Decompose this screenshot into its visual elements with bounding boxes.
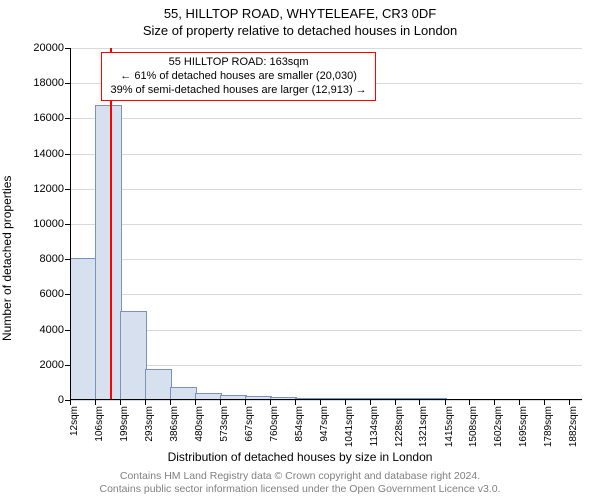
- histogram-bar: [95, 105, 122, 400]
- xtick-mark: [170, 400, 171, 405]
- xtick-label: 106sqm: [94, 406, 105, 442]
- xtick-label: 12sqm: [69, 406, 80, 436]
- xtick-mark: [395, 400, 396, 405]
- gridline: [70, 48, 582, 49]
- xtick-label: 199sqm: [119, 406, 130, 442]
- xtick-mark: [494, 400, 495, 405]
- ytick-label: 18000: [33, 77, 70, 89]
- ytick-label: 0: [58, 394, 70, 406]
- xtick-mark: [145, 400, 146, 405]
- callout-line: ← 61% of detached houses are smaller (20…: [110, 70, 366, 84]
- xtick-mark: [195, 400, 196, 405]
- attribution-line2: Contains public sector information licen…: [0, 483, 600, 496]
- xtick-mark: [345, 400, 346, 405]
- plot-wrap: 0200040006000800010000120001400016000180…: [70, 48, 582, 400]
- xtick-label: 667sqm: [244, 406, 255, 442]
- xtick-label: 1602sqm: [493, 406, 504, 447]
- gridline: [70, 224, 582, 225]
- xtick-mark: [245, 400, 246, 405]
- gridline: [70, 118, 582, 119]
- xtick-mark: [569, 400, 570, 405]
- xtick-mark: [419, 400, 420, 405]
- xtick-mark: [445, 400, 446, 405]
- plot-area: 0200040006000800010000120001400016000180…: [70, 48, 582, 400]
- xtick-mark: [95, 400, 96, 405]
- ytick-label: 10000: [33, 218, 70, 230]
- gridline: [70, 400, 582, 401]
- gridline: [70, 154, 582, 155]
- histogram-bar: [145, 369, 172, 400]
- ytick-label: 8000: [40, 253, 70, 265]
- xtick-mark: [120, 400, 121, 405]
- gridline: [70, 259, 582, 260]
- callout-box: 55 HILLTOP ROAD: 163sqm← 61% of detached…: [101, 52, 375, 101]
- attribution: Contains HM Land Registry data © Crown c…: [0, 470, 600, 496]
- x-axis-line: [70, 399, 582, 400]
- xtick-label: 293sqm: [144, 406, 155, 442]
- xtick-label: 1041sqm: [344, 406, 355, 447]
- ytick-label: 20000: [33, 42, 70, 54]
- xtick-label: 1321sqm: [418, 406, 429, 447]
- xtick-label: 760sqm: [269, 406, 280, 442]
- xtick-mark: [469, 400, 470, 405]
- ytick-label: 2000: [40, 359, 70, 371]
- xtick-label: 1228sqm: [394, 406, 405, 447]
- y-axis-label: Number of detached properties: [0, 176, 14, 341]
- chart-title-block: 55, HILLTOP ROAD, WHYTELEAFE, CR3 0DF Si…: [0, 0, 600, 38]
- xtick-mark: [370, 400, 371, 405]
- histogram-bar: [170, 387, 197, 400]
- attribution-line1: Contains HM Land Registry data © Crown c…: [0, 470, 600, 483]
- xtick-label: 1134sqm: [369, 406, 380, 446]
- xtick-label: 1695sqm: [518, 406, 529, 447]
- ytick-label: 12000: [33, 183, 70, 195]
- xtick-label: 1415sqm: [444, 406, 455, 447]
- histogram-bar: [120, 311, 147, 400]
- xtick-label: 1508sqm: [468, 406, 479, 447]
- xtick-mark: [70, 400, 71, 405]
- xtick-mark: [270, 400, 271, 405]
- chart-title-line2: Size of property relative to detached ho…: [0, 23, 600, 38]
- histogram-bar: [70, 258, 97, 400]
- x-axis-label: Distribution of detached houses by size …: [0, 450, 600, 464]
- y-axis-line: [70, 48, 71, 400]
- xtick-mark: [320, 400, 321, 405]
- xtick-mark: [295, 400, 296, 405]
- callout-line: 55 HILLTOP ROAD: 163sqm: [110, 56, 366, 70]
- xtick-mark: [220, 400, 221, 405]
- xtick-label: 854sqm: [294, 406, 305, 442]
- xtick-mark: [544, 400, 545, 405]
- xtick-label: 1789sqm: [543, 406, 554, 447]
- ytick-label: 14000: [33, 148, 70, 160]
- xtick-label: 386sqm: [169, 406, 180, 442]
- xtick-label: 947sqm: [319, 406, 330, 442]
- gridline: [70, 189, 582, 190]
- ytick-label: 16000: [33, 112, 70, 124]
- callout-line: 39% of semi-detached houses are larger (…: [110, 84, 366, 98]
- xtick-label: 1882sqm: [568, 406, 579, 447]
- xtick-label: 573sqm: [219, 406, 230, 442]
- xtick-mark: [519, 400, 520, 405]
- ytick-label: 4000: [40, 324, 70, 336]
- xtick-label: 480sqm: [194, 406, 205, 442]
- gridline: [70, 294, 582, 295]
- ytick-label: 6000: [40, 288, 70, 300]
- chart-title-line1: 55, HILLTOP ROAD, WHYTELEAFE, CR3 0DF: [0, 6, 600, 21]
